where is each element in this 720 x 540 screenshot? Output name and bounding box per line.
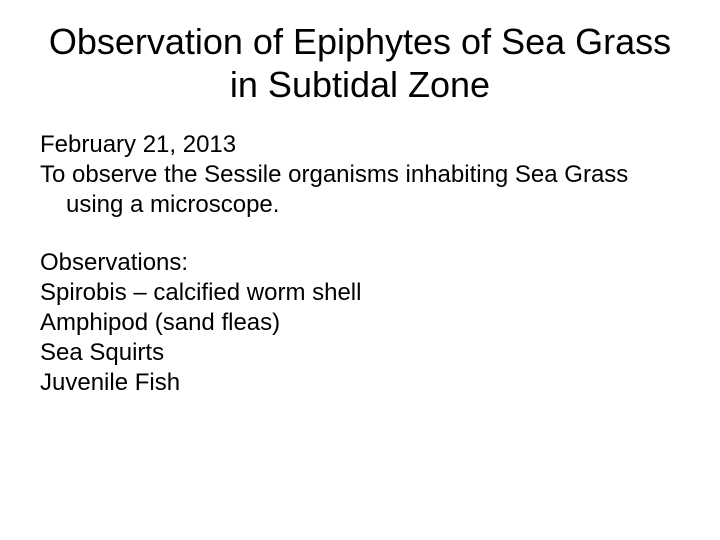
purpose-line: To observe the Sessile organisms inhabit… <box>40 160 680 220</box>
observations-heading: Observations: <box>40 248 680 278</box>
observation-item: Sea Squirts <box>40 338 680 368</box>
slide: Observation of Epiphytes of Sea Grass in… <box>0 0 720 540</box>
slide-title: Observation of Epiphytes of Sea Grass in… <box>40 20 680 106</box>
observation-item: Amphipod (sand fleas) <box>40 308 680 338</box>
intro-block: February 21, 2013 To observe the Sessile… <box>40 130 680 220</box>
observations-block: Observations: Spirobis – calcified worm … <box>40 248 680 398</box>
date-line: February 21, 2013 <box>40 130 680 160</box>
observation-item: Juvenile Fish <box>40 368 680 398</box>
observation-item: Spirobis – calcified worm shell <box>40 278 680 308</box>
